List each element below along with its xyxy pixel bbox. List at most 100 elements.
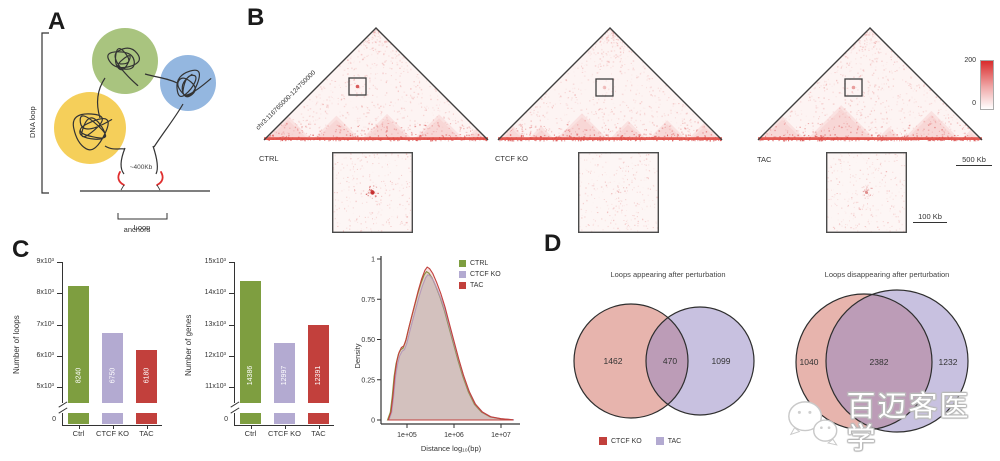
venn2-left-outline (795, 293, 933, 431)
y-tick (57, 356, 62, 358)
bar (102, 332, 123, 403)
panel-d-label: D (544, 230, 562, 257)
heatmap-outline (757, 27, 983, 141)
x-category-label: TAC (311, 429, 326, 438)
heatmap-outline (263, 27, 489, 141)
y-tick-label: 11x10³ (205, 383, 226, 391)
venn1-right-count: 1099 (712, 356, 731, 366)
inset-border (826, 152, 907, 233)
y-axis-line (234, 262, 236, 403)
bar-value-wrap: 8240 (68, 351, 89, 399)
map-label-ctrl: CTRL (259, 154, 279, 163)
bar-stub (274, 413, 295, 424)
x-tick-label: 1e+06 (444, 432, 464, 439)
ctrl-swatch-icon (459, 260, 466, 267)
hic-inset-ctcfko (578, 152, 659, 233)
venn-appearing-title: Loops appearing after perturbation (610, 270, 726, 279)
bar-value-label: 12391 (315, 365, 322, 385)
bar-value-wrap: 14386 (240, 351, 261, 399)
genes-bar-chart: Number of genes 15x10³ 14x10³ 13x10³ 12x10³ 1… (182, 250, 352, 460)
y-tick-label: 1 (371, 257, 375, 264)
zoom-box (844, 78, 863, 97)
y-tick-label: 12x10³ (204, 352, 226, 359)
dna-loop-bracket (41, 32, 49, 194)
y-tick-label: 15x10³ (204, 258, 226, 265)
bar (68, 285, 89, 403)
watermark-text: 百迈客医学 (846, 391, 971, 455)
zero-label: 0 (224, 416, 228, 423)
anchors-label-line2: anchors (123, 225, 151, 234)
hic-inset-ctrl (332, 152, 413, 233)
heatmap-body (758, 28, 982, 140)
bar-value-label: 6750 (108, 367, 116, 383)
venn2-right-outline (825, 289, 969, 433)
hic-map-ctrl (263, 27, 489, 142)
heatmap-colorbar (980, 60, 994, 110)
dna-squiggle (72, 113, 113, 151)
x-axis-line (234, 425, 334, 427)
y-tick-label: 5x10³ (36, 383, 54, 391)
bar-value-label: 12997 (281, 365, 288, 385)
bar-stub (68, 413, 89, 424)
heatmap-base-band (264, 137, 488, 140)
y-tick-label: 8x10³ (36, 289, 54, 297)
x-category-label: TAC (139, 429, 154, 438)
dna-strands (97, 73, 184, 175)
anchor-ticks (120, 184, 161, 191)
bar-value-wrap: 6180 (136, 351, 157, 399)
x-tick (78, 425, 80, 429)
x-tick-label: 1e+05 (397, 432, 417, 439)
y-tick-label: 14x10³ (204, 289, 226, 297)
watermark: 百迈客医学 (785, 391, 1000, 456)
tad-shading (264, 113, 488, 140)
tac-swatch-icon (655, 437, 664, 445)
x-tick (318, 425, 320, 429)
legend-label-tac: TAC (470, 282, 484, 289)
venn1-right-outline (645, 306, 755, 416)
inset-speckles (578, 152, 659, 233)
venn-legend-label-tac: TAC (667, 437, 682, 445)
inset-speckles (826, 152, 906, 233)
venn-legend-tac: TAC (655, 437, 682, 445)
y-tick-label: 0.50 (361, 337, 375, 344)
anchors-bracket (117, 213, 168, 220)
venn2-overlap-count: 2382 (870, 357, 889, 367)
density-legend: CTRL CTCF KO TAC (459, 260, 501, 289)
venn-disappearing-title: Loops disappearing after perturbation (824, 270, 950, 279)
panel-c-label: C (12, 236, 30, 263)
bar-value-label: 6180 (142, 367, 150, 383)
bar (240, 281, 261, 403)
y-tick-label: 0.25 (361, 377, 375, 384)
venn-legend: CTCF KO TAC (599, 437, 681, 445)
zoom-box (595, 78, 614, 97)
panel-b-label: B (247, 4, 265, 31)
venn-disappearing: 1040 2382 1232 (795, 289, 969, 433)
inset-body (578, 152, 659, 233)
y-axis-line (62, 262, 64, 403)
y-tick-label: 7x10³ (36, 320, 54, 328)
loops-bar-chart: Number of loops 9x10³ 8x10³ 7x10³ 6x10³ 5x10³… (10, 250, 180, 460)
loop-anchor-icons (117, 171, 164, 186)
y-tick (229, 356, 234, 358)
hic-map-tac (757, 27, 983, 142)
x-tick-label: 1e+07 (491, 432, 511, 439)
loop-spot (355, 84, 360, 89)
bar-stub (240, 413, 261, 424)
x-tick (146, 425, 148, 429)
bar-value-wrap: 12391 (308, 351, 329, 399)
panel-a-label: A (48, 8, 66, 35)
x-tick (250, 425, 252, 429)
tac-swatch-icon (459, 282, 466, 289)
scalebar-100kb: 100 Kb (913, 212, 947, 223)
venn1-overlap-count: 470 (663, 356, 677, 366)
anchors-label-line1: Loop (134, 223, 151, 231)
y-tick (57, 293, 62, 295)
x-axis-label: Distance log₁₀(bp) (421, 444, 482, 453)
x-category-label: Ctrl (244, 429, 257, 438)
map-label-ctcfko: CTCF KO (495, 154, 528, 163)
bar-value-wrap: 12997 (274, 351, 295, 399)
loop-spot (602, 85, 607, 90)
heatmap-base-band (498, 137, 722, 140)
hic-inset-tac (826, 152, 907, 233)
dna-squiggle (176, 69, 212, 98)
